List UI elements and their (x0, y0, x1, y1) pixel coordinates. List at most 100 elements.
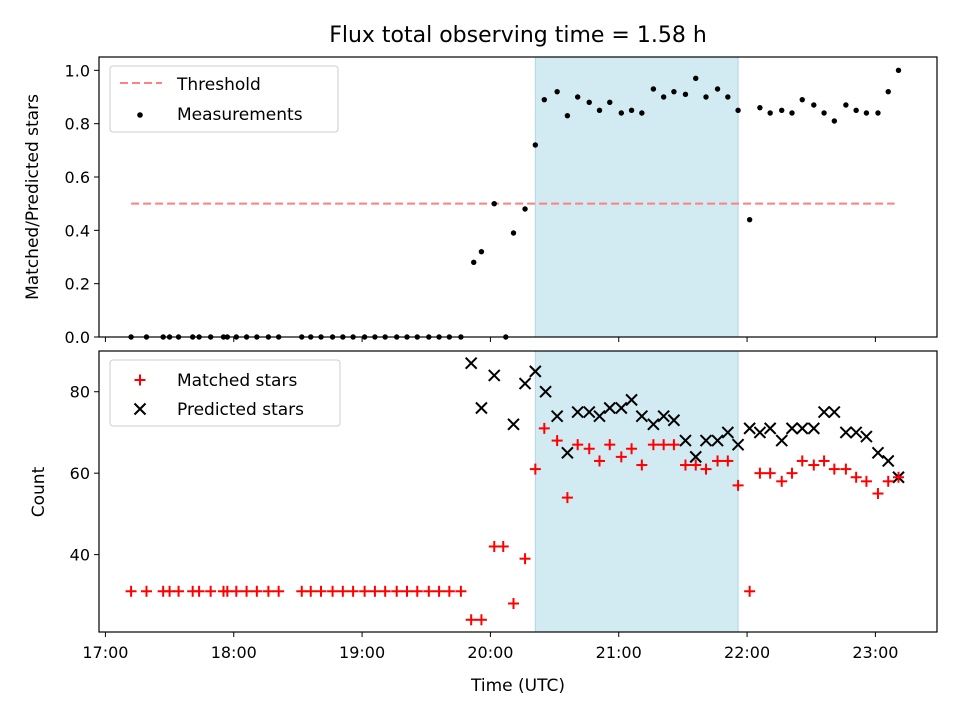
predicted-star-marker (615, 401, 628, 415)
matched-star-marker (882, 475, 894, 487)
predicted-star-marker (657, 409, 670, 423)
y-tick-label: 0.2 (65, 275, 90, 294)
ratio-legend: Threshold Measurements (109, 65, 339, 133)
matched-star-marker (193, 585, 205, 597)
y-tick-label: 40 (70, 546, 90, 565)
predicted-star-marker (647, 418, 660, 431)
predicted-legend-swatch (133, 402, 147, 416)
measurement-point (875, 110, 881, 116)
y-tick-label: 0.6 (65, 168, 90, 187)
ratio-y-axis-label: Matched/Predicted stars (23, 94, 43, 300)
matched-legend-label: Matched stars (177, 371, 297, 391)
matched-star-marker (668, 439, 680, 451)
measurement-point (821, 110, 827, 116)
x-tick-label: 19:00 (339, 643, 385, 662)
predicted-star-marker (796, 422, 809, 435)
predicted-star-marker (860, 430, 873, 443)
x-tick-label: 22:00 (724, 643, 770, 662)
predicted-star-marker (839, 426, 853, 439)
count-x-ticks: 17:00 18:00 19:00 20:00 21:00 22:00 23:00 (82, 632, 898, 662)
predicted-star-marker (743, 422, 756, 435)
measurement-point (574, 94, 581, 100)
matched-star-marker (315, 585, 327, 597)
predicted-star-marker (817, 405, 831, 419)
predicted-star-marker (753, 426, 767, 439)
matched-star-marker (262, 585, 274, 597)
predicted-star-marker (593, 409, 606, 423)
x-axis-label: Time (UTC) (470, 676, 565, 696)
measurement-point (811, 102, 817, 108)
measurement-point (532, 142, 539, 148)
measurement-point (596, 107, 603, 114)
measurement-point (767, 110, 773, 116)
observing-window-shade-top (534, 56, 739, 338)
count-panel-frame (98, 350, 938, 633)
measurement-point (541, 96, 548, 103)
predicted-star-marker (763, 422, 777, 435)
predicted-legend-label: Predicted stars (177, 400, 304, 420)
ratio-y-ticks: 0.0 0.2 0.4 0.6 0.8 1.0 (65, 61, 99, 347)
predicted-star-marker (828, 405, 841, 419)
predicted-star-marker (689, 450, 702, 464)
matched-star-marker (860, 475, 872, 487)
predicted-star-marker (731, 438, 745, 451)
matched-star-marker (615, 451, 627, 463)
count-legend-box (109, 359, 341, 427)
measurement-point (650, 86, 657, 92)
measurement-point (671, 88, 677, 95)
measurements-legend-swatch (137, 112, 143, 118)
measurements-legend-label: Measurements (177, 105, 303, 125)
matched-star-marker (561, 492, 573, 504)
measurement-point (628, 107, 635, 114)
matched-star-marker (754, 467, 766, 479)
predicted-star-marker (518, 377, 532, 390)
matched-star-marker (828, 463, 840, 475)
measurement-point (639, 110, 645, 116)
matched-star-marker (433, 585, 445, 597)
predicted-star-marker (807, 422, 821, 435)
matched-star-marker (327, 585, 339, 597)
measurement-point (779, 107, 785, 114)
threshold-legend-label: Threshold (176, 75, 261, 95)
matched-star-marker (808, 459, 820, 471)
predicted-star-marker (667, 414, 681, 427)
matched-star-marker (251, 585, 263, 597)
matched-star-marker (475, 614, 487, 626)
matched-star-marker (679, 459, 691, 471)
x-tick-label: 17:00 (82, 643, 128, 662)
matched-star-marker (411, 585, 423, 597)
matched-star-marker (840, 463, 852, 475)
matched-star-marker (626, 443, 638, 455)
ratio-legend-box (109, 65, 339, 133)
matched-star-marker (230, 585, 242, 597)
matched-star-marker (700, 463, 712, 475)
predicted-star-marker (625, 393, 638, 407)
matched-star-marker (173, 585, 185, 597)
matched-star-marker (712, 455, 724, 467)
measurement-point (799, 96, 805, 103)
matched-star-marker (872, 488, 884, 500)
matched-star-marker (796, 455, 808, 467)
measurement-point (895, 67, 902, 74)
x-tick-label: 21:00 (596, 643, 642, 662)
predicted-star-markers (464, 357, 905, 484)
measurement-point (735, 107, 741, 114)
predicted-star-marker (488, 369, 501, 382)
matched-star-marker (205, 585, 217, 597)
matched-star-marker (818, 455, 830, 467)
matched-star-marker (379, 585, 391, 597)
predicted-star-marker (603, 401, 616, 415)
measurement-points (128, 67, 902, 340)
predicted-star-marker (475, 401, 488, 415)
measurement-point (853, 107, 859, 114)
measurement-point (885, 88, 891, 95)
matched-legend-swatch (134, 374, 146, 386)
measurement-point (682, 91, 689, 98)
matched-star-marker (443, 585, 455, 597)
matched-star-marker (391, 585, 403, 597)
predicted-star-marker (871, 446, 885, 460)
measurement-point (703, 94, 709, 100)
predicted-star-marker (775, 434, 788, 447)
x-tick-label: 18:00 (211, 643, 257, 662)
y-tick-label: 0.4 (65, 221, 90, 240)
